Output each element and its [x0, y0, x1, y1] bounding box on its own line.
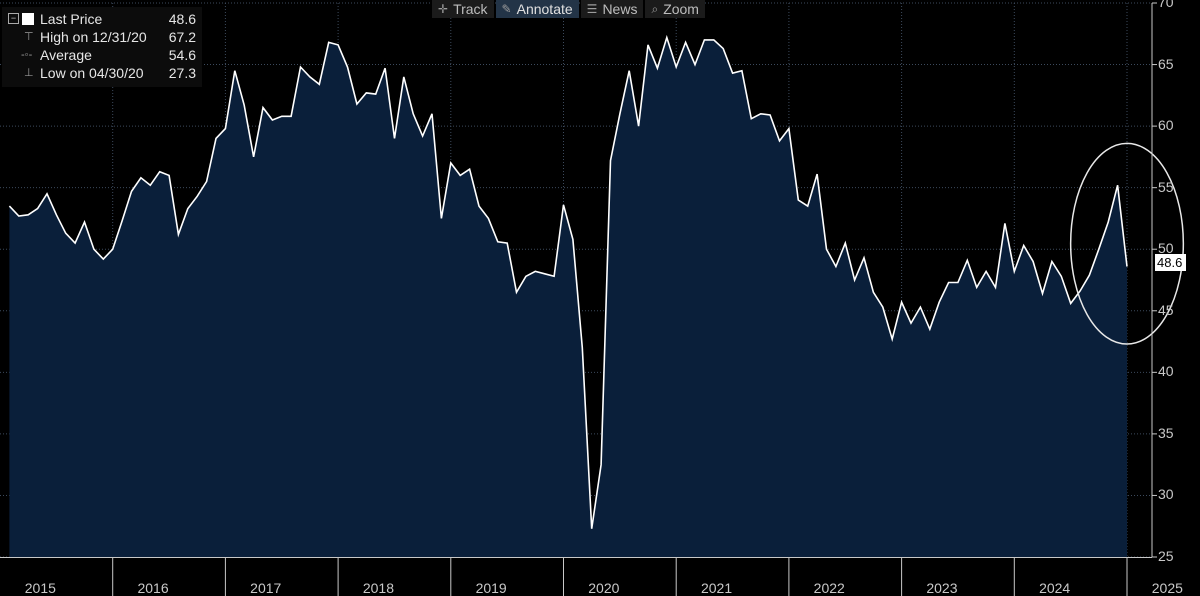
- news-button[interactable]: ☰ News: [580, 0, 644, 18]
- y-tick-label: 65: [1158, 55, 1174, 72]
- axes: [0, 2, 1157, 596]
- x-tick-label: 2015: [24, 580, 56, 596]
- area-fill: [9, 37, 1127, 557]
- series-swatch: [22, 13, 34, 25]
- legend-low-label: Low on 04/30/20: [40, 65, 144, 81]
- legend-average-value: 54.6: [168, 47, 196, 63]
- pencil-icon: ✎: [501, 2, 512, 16]
- legend-row-average[interactable]: -◦- Average 54.6: [2, 46, 202, 64]
- y-tick-label: 25: [1158, 548, 1174, 564]
- average-marker-icon: -◦-: [21, 49, 33, 61]
- x-tick-label: 2019: [475, 580, 507, 596]
- price-line: [8, 34, 1128, 529]
- y-tick-label: 60: [1158, 117, 1174, 134]
- y-tick-label: 70: [1158, 0, 1174, 10]
- annotate-button[interactable]: ✎ Annotate: [495, 0, 579, 18]
- low-marker-icon: ⊥: [24, 67, 34, 79]
- legend-low-value: 27.3: [168, 65, 196, 81]
- track-button[interactable]: ✛ Track: [432, 0, 494, 18]
- x-tick-label: 2016: [137, 580, 169, 596]
- y-tick-label: 55: [1158, 178, 1174, 195]
- last-price-tag: 48.6: [1155, 254, 1187, 271]
- annotate-label: Annotate: [516, 1, 573, 17]
- x-tick-label: 2021: [700, 580, 733, 596]
- track-label: Track: [453, 1, 488, 17]
- x-tick-label: 2017: [250, 580, 282, 596]
- legend-row-high[interactable]: ⊤ High on 12/31/20 67.2: [2, 28, 202, 46]
- x-tick-label: 2025: [1151, 580, 1183, 596]
- legend-average-label: Average: [40, 47, 92, 63]
- y-tick-label: 30: [1158, 486, 1174, 503]
- y-tick-label: 35: [1158, 424, 1174, 441]
- x-tick-label: 2024: [1039, 580, 1071, 596]
- legend-row-last[interactable]: − Last Price 48.6: [2, 10, 202, 28]
- news-icon: ☰: [586, 2, 598, 16]
- x-tick-label: 2023: [926, 580, 958, 596]
- legend-panel: − Last Price 48.6 ⊤ High on 12/31/20 67.…: [2, 7, 202, 87]
- legend-last-label: Last Price: [40, 11, 103, 27]
- x-tick-label: 2022: [813, 580, 845, 596]
- legend-high-value: 67.2: [168, 29, 196, 45]
- x-tick-label: 2020: [588, 580, 620, 596]
- x-tick-label: 2018: [362, 580, 395, 596]
- zoom-label: Zoom: [663, 1, 699, 17]
- chart-toolbar: ✛ Track ✎ Annotate ☰ News ⌕ Zoom: [432, 0, 707, 18]
- legend-last-value: 48.6: [168, 11, 196, 27]
- y-tick-label: 50: [1158, 240, 1174, 257]
- annotation-ellipse[interactable]: [1069, 142, 1185, 345]
- legend-row-low[interactable]: ⊥ Low on 04/30/20 27.3: [2, 64, 202, 82]
- legend-high-label: High on 12/31/20: [40, 29, 147, 45]
- y-tick-label: 40: [1158, 363, 1174, 380]
- collapse-icon[interactable]: −: [8, 13, 19, 24]
- y-tick-label: 45: [1158, 301, 1174, 318]
- zoom-button[interactable]: ⌕ Zoom: [645, 0, 705, 18]
- magnifier-icon: ⌕: [651, 1, 659, 16]
- high-marker-icon: ⊤: [24, 31, 34, 43]
- news-label: News: [602, 1, 638, 17]
- crosshair-icon: ✛: [438, 2, 449, 16]
